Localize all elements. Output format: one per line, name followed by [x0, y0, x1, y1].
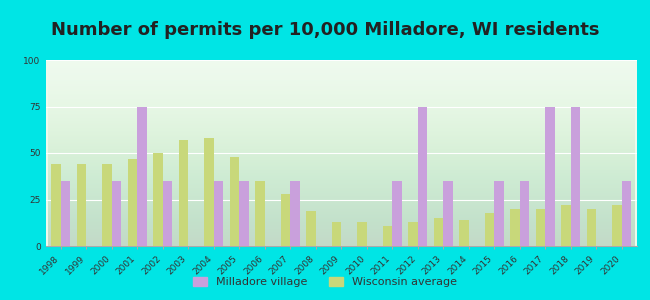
Bar — [137, 106, 147, 246]
Bar — [392, 181, 402, 246]
Bar — [239, 181, 249, 246]
Bar — [484, 212, 494, 246]
Bar — [332, 222, 341, 246]
Bar — [561, 205, 571, 246]
Text: Number of permits per 10,000 Milladore, WI residents: Number of permits per 10,000 Milladore, … — [51, 21, 599, 39]
Bar — [510, 209, 520, 246]
Bar — [434, 218, 443, 246]
Bar — [179, 140, 188, 246]
Bar — [520, 181, 529, 246]
Bar — [291, 181, 300, 246]
Bar — [443, 181, 453, 246]
Bar — [545, 106, 555, 246]
Legend: Milladore village, Wisconsin average: Milladore village, Wisconsin average — [189, 272, 461, 291]
Bar — [102, 164, 112, 246]
Bar — [77, 164, 86, 246]
Bar — [586, 209, 596, 246]
Bar — [357, 222, 367, 246]
Bar — [621, 181, 631, 246]
Bar — [383, 226, 392, 246]
Bar — [408, 222, 418, 246]
Bar — [162, 181, 172, 246]
Bar — [153, 153, 162, 246]
Bar — [255, 181, 265, 246]
Bar — [459, 220, 469, 246]
Bar — [281, 194, 291, 246]
Bar — [536, 209, 545, 246]
Bar — [214, 181, 224, 246]
Bar — [571, 106, 580, 246]
Bar — [229, 157, 239, 246]
Bar — [112, 181, 122, 246]
Bar — [612, 205, 621, 246]
Bar — [204, 138, 214, 246]
Bar — [61, 181, 70, 246]
Bar — [51, 164, 61, 246]
Bar — [494, 181, 504, 246]
Bar — [418, 106, 428, 246]
Bar — [127, 159, 137, 246]
Bar — [306, 211, 316, 246]
